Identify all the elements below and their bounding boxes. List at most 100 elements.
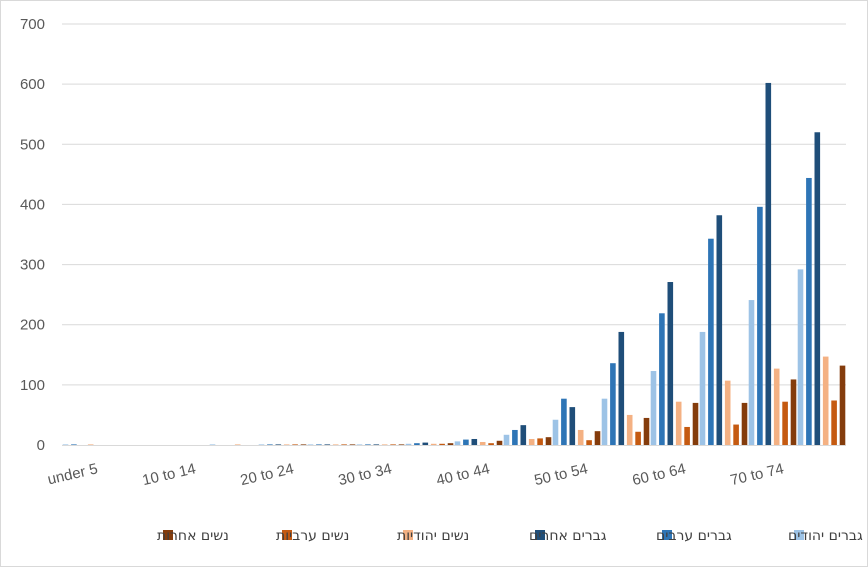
legend-label: נשים יהודיות	[397, 528, 469, 544]
bar	[586, 440, 592, 445]
bar	[667, 282, 674, 445]
y-tick-label: 100	[20, 377, 45, 394]
legend-label: גברים ערבים	[656, 528, 732, 544]
x-tick-label: 60 to 64	[631, 460, 688, 489]
bar	[635, 431, 641, 445]
bar	[307, 444, 314, 445]
bar-group	[503, 425, 552, 445]
bar	[610, 363, 616, 445]
legend-item: גברים יהודים	[788, 528, 863, 544]
bar	[87, 444, 94, 445]
x-tick-label: 70 to 74	[729, 460, 786, 489]
y-tick-label: 600	[20, 76, 45, 93]
y-tick-label: 500	[20, 136, 45, 153]
bar	[267, 444, 273, 445]
bar	[422, 442, 429, 445]
x-axis-tick-labels: under 5 10 to 14 20 to 24 30 to 34 40 to 44 5…	[46, 460, 785, 489]
legend-item: נשים אחרות	[157, 528, 229, 544]
bar	[430, 443, 437, 445]
bar	[814, 132, 821, 445]
bar	[839, 365, 846, 445]
bars	[62, 82, 846, 446]
x-tick-label: 50 to 54	[533, 460, 590, 489]
bar	[692, 402, 699, 445]
bar	[748, 300, 755, 445]
legend-label: גברים יהודים	[788, 528, 863, 544]
bar	[561, 398, 567, 445]
y-tick-label: 0	[37, 437, 45, 454]
x-tick-label: 10 to 14	[141, 460, 198, 489]
bar-group	[748, 82, 797, 445]
legend-item: גברים אחרים	[529, 528, 607, 544]
bar-group	[356, 444, 405, 445]
bar	[390, 444, 396, 445]
bar	[398, 444, 405, 445]
bar	[790, 379, 797, 445]
bar	[292, 444, 298, 445]
bar	[414, 443, 420, 445]
bar	[797, 269, 804, 445]
bar-group	[454, 438, 503, 445]
y-tick-label: 400	[20, 196, 45, 213]
bar	[594, 431, 601, 445]
bar	[71, 444, 77, 445]
bar	[626, 414, 633, 445]
legend-label: גברים אחרים	[529, 528, 607, 544]
bar	[520, 425, 527, 445]
bar	[349, 444, 356, 445]
legend-item: גברים ערבים	[656, 528, 732, 544]
bar	[552, 419, 559, 445]
bar	[275, 444, 282, 445]
bar	[569, 407, 576, 445]
bar	[650, 371, 657, 445]
bar	[684, 426, 690, 445]
bar	[577, 429, 584, 445]
bar	[62, 444, 69, 445]
gridlines	[62, 23, 846, 386]
bar	[471, 438, 478, 445]
y-axis-tick-labels: 0 100 200 300 400 500 600 700	[20, 16, 45, 454]
bar	[659, 313, 665, 445]
bar-group	[405, 442, 454, 445]
bar	[283, 444, 290, 445]
bar	[234, 444, 241, 445]
bar	[332, 444, 339, 445]
bar	[708, 238, 714, 445]
bar	[356, 444, 363, 445]
bar-group	[797, 132, 846, 446]
x-tick-label: under 5	[46, 460, 99, 488]
bar	[454, 441, 461, 445]
bar	[765, 82, 772, 445]
bar	[488, 443, 494, 445]
bar	[341, 444, 347, 445]
bar	[300, 444, 307, 445]
bar-group	[650, 282, 699, 445]
bar	[316, 444, 322, 445]
legend-swatch	[282, 530, 292, 540]
legend-swatch	[794, 530, 804, 540]
bar	[503, 434, 510, 445]
bar-group	[307, 444, 356, 445]
bar	[512, 429, 518, 445]
bar	[724, 380, 731, 445]
bar	[365, 444, 371, 445]
legend-swatch	[662, 530, 672, 540]
x-tick-label: 30 to 34	[337, 460, 394, 489]
bar-group	[699, 215, 748, 445]
bar	[741, 402, 748, 445]
legend: גברים יהודים גברים ערבים גברים אחרים נשים י…	[157, 528, 863, 544]
bar	[528, 438, 535, 445]
y-tick-label: 200	[20, 317, 45, 334]
bar	[496, 440, 503, 445]
bar	[381, 444, 388, 445]
bar	[601, 398, 608, 445]
bar	[716, 215, 723, 445]
bar	[537, 438, 543, 445]
legend-swatch	[535, 530, 545, 540]
legend-label: נשים אחרות	[157, 528, 229, 544]
bar	[675, 401, 682, 445]
bar	[643, 417, 650, 445]
bar	[699, 331, 706, 445]
